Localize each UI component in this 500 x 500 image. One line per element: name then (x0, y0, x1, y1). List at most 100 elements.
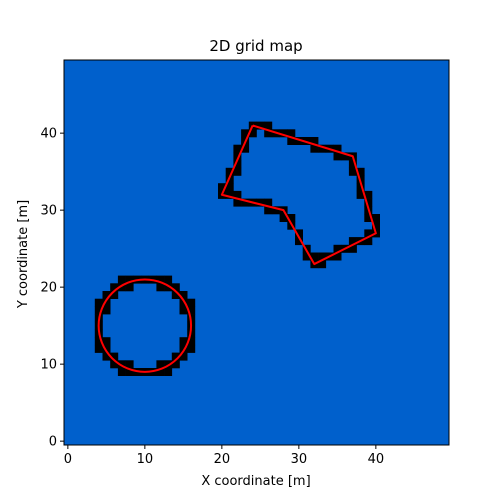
occupied-cell (233, 160, 242, 169)
occupied-cell (102, 291, 111, 299)
occupied-cell (102, 352, 111, 361)
occupied-cell (364, 229, 373, 238)
occupied-cell (279, 129, 288, 138)
occupied-cell (171, 291, 180, 299)
y-axis-ticks: 0 10 20 30 40 (40, 127, 64, 450)
occupied-cell (295, 237, 303, 246)
occupied-cell (264, 129, 273, 138)
occupied-cell (248, 129, 257, 138)
x-tick-label: 20 (214, 452, 231, 467)
occupied-cell (333, 152, 342, 161)
occupied-cell (187, 306, 196, 315)
occupied-cell (125, 368, 134, 376)
occupied-cell (318, 260, 327, 269)
occupied-cell (164, 275, 173, 284)
occupied-cell (302, 137, 311, 145)
occupied-cell (295, 137, 303, 145)
x-tick-label: 30 (291, 452, 308, 467)
occupied-cell (279, 214, 288, 222)
occupied-cell (164, 368, 173, 376)
occupied-cell (179, 352, 188, 361)
occupied-cell (125, 283, 134, 292)
occupied-cell (187, 298, 196, 307)
occupied-cell (302, 244, 311, 253)
occupied-cell (333, 144, 342, 153)
occupied-cell (156, 275, 165, 284)
occupied-cell (225, 167, 234, 176)
occupied-cell (364, 237, 373, 246)
y-tick-label: 20 (40, 281, 57, 296)
circle-obstacle-outline (97, 278, 193, 373)
occupied-cell (110, 360, 119, 369)
occupied-cell (156, 368, 165, 376)
occupied-cell (110, 283, 119, 292)
occupied-cell (102, 298, 111, 307)
occupied-cell (117, 360, 126, 369)
occupied-cell (256, 121, 265, 130)
occupied-cell (156, 360, 165, 369)
occupied-cell (372, 221, 380, 230)
occupied-cell (356, 183, 365, 192)
occupied-cell (94, 298, 103, 307)
occupied-cell (187, 337, 196, 346)
occupied-cell (287, 129, 296, 138)
x-tick-label: 10 (137, 452, 154, 467)
occupied-cell (364, 198, 373, 207)
y-axis-label: Y coordinate [m] (16, 200, 31, 309)
occupied-cell (348, 237, 357, 246)
occupied-cell (94, 306, 103, 315)
occupied-cell (287, 214, 296, 222)
occupied-cell (264, 198, 273, 207)
occupied-cell (179, 291, 188, 299)
occupied-cell (333, 252, 342, 261)
chart-title: 2D grid map (209, 37, 302, 55)
plot-area (64, 60, 449, 445)
occupied-cell (348, 160, 357, 169)
occupied-cell (348, 244, 357, 253)
occupied-cell (302, 252, 311, 261)
occupied-cell (295, 229, 303, 238)
occupied-cell (318, 252, 327, 261)
y-tick-label: 40 (40, 127, 57, 142)
occupied-cell (364, 190, 373, 199)
occupied-cell (164, 283, 173, 292)
occupied-cell (110, 291, 119, 299)
occupied-cell (225, 190, 234, 199)
occupied-cell (356, 167, 365, 176)
occupied-cell (225, 183, 234, 192)
obstacle-outlines (97, 124, 377, 373)
x-axis-ticks: 0 10 20 30 40 (64, 445, 384, 467)
occupied-cell (125, 360, 134, 369)
occupied-cell (287, 137, 296, 145)
occupied-cell (310, 252, 319, 261)
x-axis-label: X coordinate [m] (201, 474, 310, 489)
occupied-cell (264, 121, 273, 130)
occupied-cell (348, 167, 357, 176)
y-tick-label: 30 (40, 204, 57, 219)
occupied-cell (179, 306, 188, 315)
occupied-cell (156, 283, 165, 292)
occupied-cell (179, 337, 188, 346)
occupied-cell (117, 275, 126, 284)
occupied-cell (110, 352, 119, 361)
occupied-cell (125, 275, 134, 284)
occupied-cell (117, 368, 126, 376)
occupied-cell (241, 144, 250, 153)
y-tick-label: 0 (49, 435, 57, 450)
occupied-cell (94, 337, 103, 346)
plot-frame (63, 59, 450, 446)
occupied-cell (241, 129, 250, 138)
occupied-cell (218, 183, 226, 192)
occupied-cell (94, 344, 103, 353)
free-space-background (64, 60, 449, 445)
occupied-cell (264, 206, 273, 215)
occupied-cell (187, 344, 196, 353)
occupied-cell (356, 190, 365, 199)
occupied-cell (310, 144, 319, 153)
x-tick-label: 0 (64, 452, 72, 467)
occupied-cell (171, 283, 180, 292)
occupied-cell (256, 198, 265, 207)
occupied-cell (233, 190, 242, 199)
occupied-cell (364, 214, 373, 222)
